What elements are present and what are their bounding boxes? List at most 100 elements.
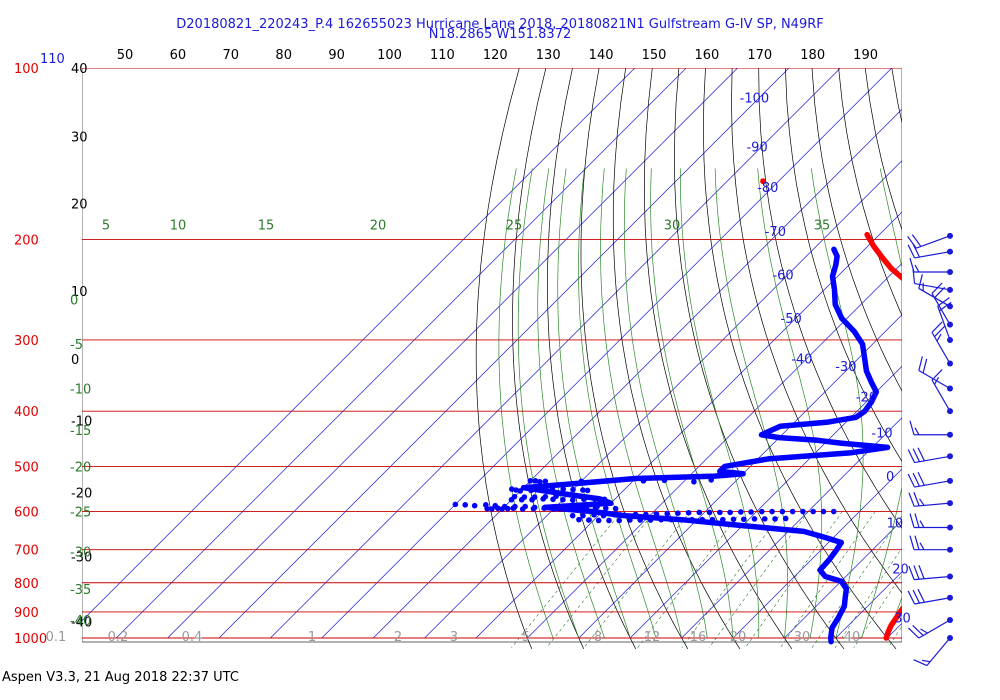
isotherm-line [372,108,902,639]
wind-barb-feather [920,628,928,634]
mixing-ratio-label: 2 [394,630,402,645]
dewpoint-point [501,503,508,510]
wind-barb-feather [912,243,921,258]
isotherm-line [82,68,636,622]
top-axis-label: 180 [800,48,825,63]
dewpoint-point [576,516,582,523]
moist-adiabat-line [861,168,902,639]
wind-barb-feather [912,624,924,636]
mixing-ratio-line [780,511,876,648]
wind-barb-feather [931,321,943,333]
wind-barb-feather [934,286,946,299]
wind-barb-feather [909,535,915,550]
dewpoint-point [522,503,529,510]
isotherm-label: -30 [835,360,856,375]
plot-frame [82,68,902,643]
left-temp-label: 20 [71,198,88,213]
pressure-tick-label: 900 [14,606,39,621]
dewpoint-point [761,516,768,522]
wind-barb-shaft [931,332,951,364]
top-axis-label: 110 [430,48,455,63]
dewpoint-point [751,516,758,522]
isotherm-line [939,68,1000,638]
wind-barb-feather [922,358,928,374]
moist-adiabat-line [517,168,580,639]
moist-adiabat-line [714,168,788,639]
left-moist-label: -10 [70,383,91,398]
footer-version: Aspen V3.3, 21 Aug 2018 22:37 UTC [2,670,239,685]
left-moist-label: -15 [70,424,91,439]
wind-barb-shaft [914,575,951,581]
left-temp-label: 40 [71,62,88,77]
moist-adiabat-label: 35 [814,219,831,234]
dewpoint-point [800,508,806,515]
left-temp-label: -20 [71,487,92,502]
wind-barb-feather [917,447,925,462]
wind-barb-shaft [937,305,951,341]
mixing-ratio-line [913,512,999,648]
dewpoint-point [585,517,592,523]
top-axis-label: 160 [694,48,719,63]
isotherm-label: 20 [892,562,909,577]
isotherm-line [527,262,902,639]
dewpoint-point [560,496,566,503]
dry-adiabat-line [475,68,533,650]
dry-adiabat-line [945,68,1000,649]
wind-barb-feather [919,542,925,551]
wind-barb-feather [909,513,915,528]
left-moist-label: -5 [70,338,83,353]
wind-barb-feather [931,369,943,381]
wind-barb-shaft [914,502,951,507]
moist-adiabat-line [679,168,760,638]
moist-adiabat-label: 25 [506,219,523,234]
dewpoint-point [606,517,612,524]
wind-barb-feather [913,659,928,667]
isotherm-line [424,160,902,639]
wind-barb-feather [918,274,923,289]
isotherm-label: 30 [894,612,911,627]
isotherm-line [578,314,902,639]
moist-adiabat-line [578,168,657,639]
mixing-ratio-label: 1 [308,630,316,645]
wind-barb-shaft [914,480,951,488]
dewpoint-point [830,508,837,515]
dewpoint-point [717,509,723,516]
dry-adiabat-line [972,68,1000,649]
mixing-ratio-line [888,625,902,648]
isotherm-label: -40 [791,353,812,368]
isotherm-line [475,211,902,639]
left-moist-label: -35 [70,583,91,598]
wind-barb-shaft [914,282,951,291]
dewpoint-point [740,516,747,523]
pressure-tick-label: 400 [14,405,39,420]
top-axis-label: 150 [642,48,667,63]
wind-barb-feather [914,535,920,550]
wind-barb-feather [918,564,925,579]
wind-barb-shaft [914,251,951,259]
chart-title-line1: D20180821_220243_P.4 162655023 Hurricane… [176,17,824,32]
dewpoint-point [782,515,789,522]
mixing-ratio-label: 40 [844,630,861,645]
dewpoint-point [595,517,602,524]
dewpoint-point [531,494,538,500]
top-axis-label: 90 [328,48,345,63]
isotherm-line [270,68,841,639]
top-axis-label: 60 [170,48,187,63]
top-axis-label: 130 [536,48,561,63]
left-temp-label: 10 [71,285,88,300]
dry-adiabat-line [547,68,637,650]
top-axis-label: 190 [853,48,878,63]
dewpoint-point [691,478,697,485]
dewpoint-point [560,486,567,492]
temperature-point [760,178,767,185]
dry-adiabat-line [731,68,902,594]
top-axis-label: 140 [589,48,614,63]
dewpoint-point [769,508,775,515]
isotherm-line [629,365,902,639]
mixing-ratio-label: 30 [794,630,811,645]
pressure-tick-label: 700 [14,544,39,559]
wind-barb-shaft [914,455,951,464]
wind-barb-feather [907,473,916,488]
left-temp-label: -10 [71,414,92,429]
dewpoint-point [738,509,744,515]
